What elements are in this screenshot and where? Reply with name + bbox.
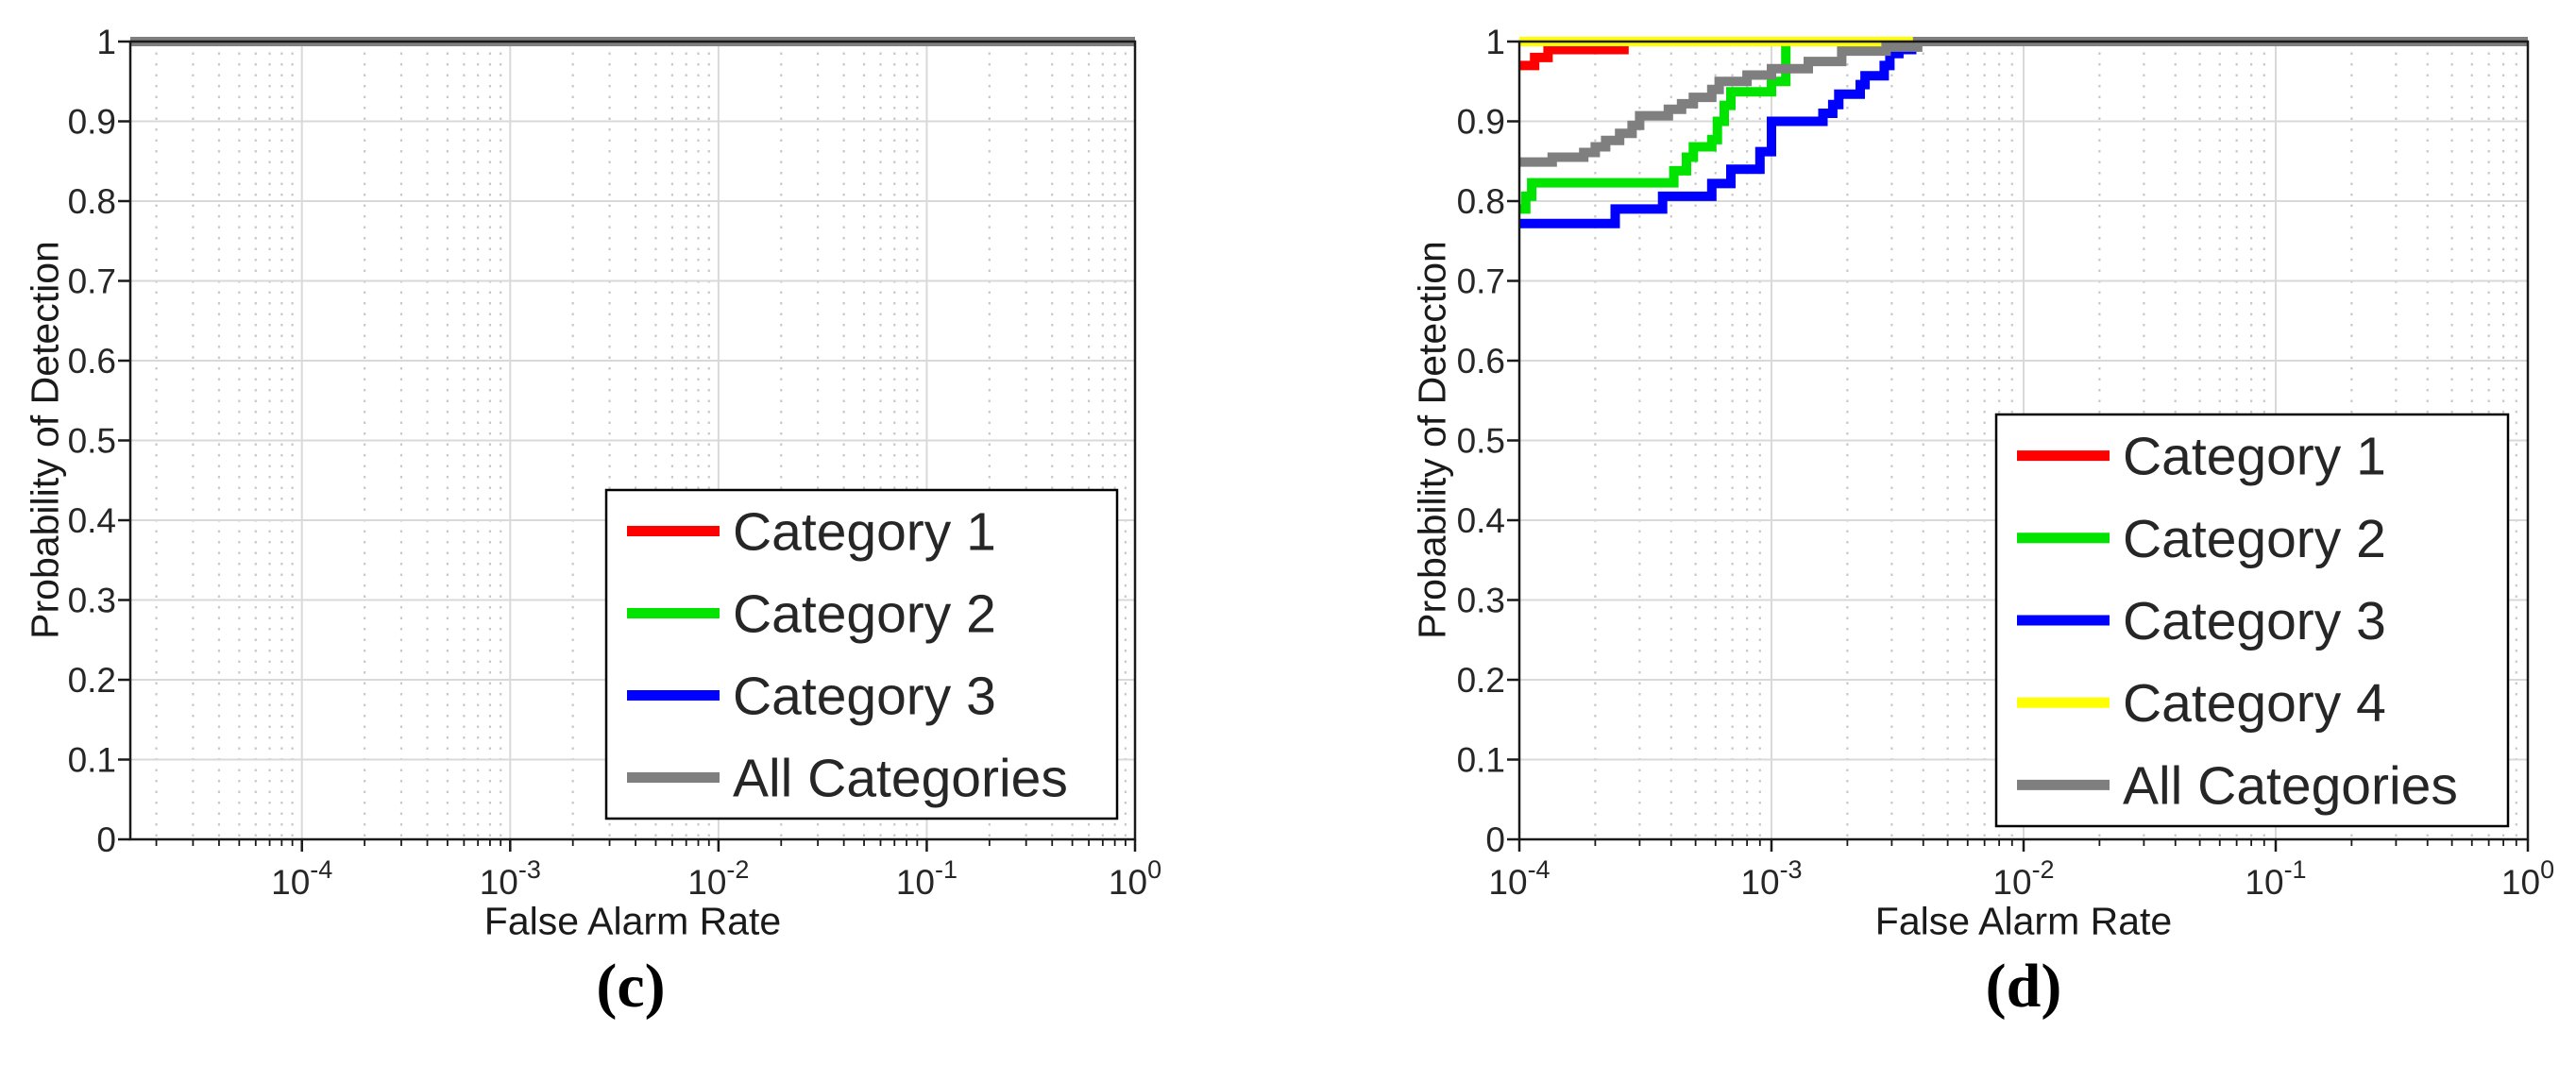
series-all-categories bbox=[1519, 37, 2528, 167]
y-tick-label: 0.5 bbox=[68, 422, 116, 461]
x-tick-label: 100 bbox=[1109, 855, 1161, 902]
y-tick-label: 0.6 bbox=[68, 342, 116, 380]
x-axis-title-left: False Alarm Rate bbox=[483, 899, 782, 943]
y-tick-label: 0.1 bbox=[68, 741, 116, 780]
subfigure-caption-c: (c) bbox=[596, 952, 666, 1021]
x-axis-title-right: False Alarm Rate bbox=[1874, 899, 2173, 943]
y-tick-label: 0.2 bbox=[1457, 661, 1505, 700]
x-tick-label: 10-1 bbox=[896, 855, 958, 902]
y-tick-label: 0.5 bbox=[1457, 422, 1505, 461]
x-tick-label: 10-2 bbox=[1992, 855, 2054, 902]
x-tick-label: 100 bbox=[2501, 855, 2554, 902]
y-axis-title-right: Probability of Detection bbox=[1410, 241, 1454, 639]
y-axis-title-left: Probability of Detection bbox=[23, 241, 67, 639]
y-tick-label: 0.4 bbox=[1457, 501, 1505, 540]
legend-label: Category 2 bbox=[733, 584, 996, 645]
legend-label: All Categories bbox=[2123, 755, 2458, 816]
y-tick-label: 0.7 bbox=[1457, 262, 1505, 301]
x-tick-label: 10-1 bbox=[2245, 855, 2306, 902]
y-tick-label: 0.9 bbox=[1457, 103, 1505, 142]
y-tick-label: 0 bbox=[1485, 820, 1505, 859]
x-tick-label: 10-4 bbox=[1488, 855, 1550, 902]
y-tick-label: 0.8 bbox=[68, 182, 116, 221]
y-tick-label: 0.3 bbox=[68, 582, 116, 620]
legend-label: Category 1 bbox=[733, 502, 996, 563]
y-tick-label: 1 bbox=[1485, 23, 1505, 61]
legend-label: Category 4 bbox=[2123, 673, 2386, 734]
legend-label: Category 3 bbox=[2123, 591, 2386, 651]
y-tick-label: 0 bbox=[96, 820, 116, 859]
legend-label: Category 3 bbox=[733, 667, 996, 727]
legend-box bbox=[604, 488, 1119, 820]
x-tick-label: 10-3 bbox=[480, 855, 541, 902]
x-tick-label: 10-3 bbox=[1740, 855, 1802, 902]
y-tick-label: 0.2 bbox=[68, 661, 116, 700]
x-tick-label: 10-4 bbox=[271, 855, 332, 902]
y-tick-label: 0.7 bbox=[68, 262, 116, 301]
y-tick-label: 0.6 bbox=[1457, 342, 1505, 380]
subfigure-caption-d: (d) bbox=[1985, 952, 2062, 1021]
series-category-2 bbox=[1519, 37, 2528, 214]
legend-label: All Categories bbox=[733, 749, 1068, 809]
y-tick-label: 0.8 bbox=[1457, 182, 1505, 221]
y-tick-label: 0.1 bbox=[1457, 741, 1505, 780]
y-tick-label: 0.9 bbox=[68, 103, 116, 142]
legend-label: Category 1 bbox=[2123, 427, 2386, 487]
y-tick-label: 0.3 bbox=[1457, 582, 1505, 620]
legend-label: Category 2 bbox=[2123, 509, 2386, 569]
y-tick-label: 0.4 bbox=[68, 501, 116, 540]
y-tick-label: 1 bbox=[96, 23, 116, 61]
x-tick-label: 10-2 bbox=[687, 855, 749, 902]
